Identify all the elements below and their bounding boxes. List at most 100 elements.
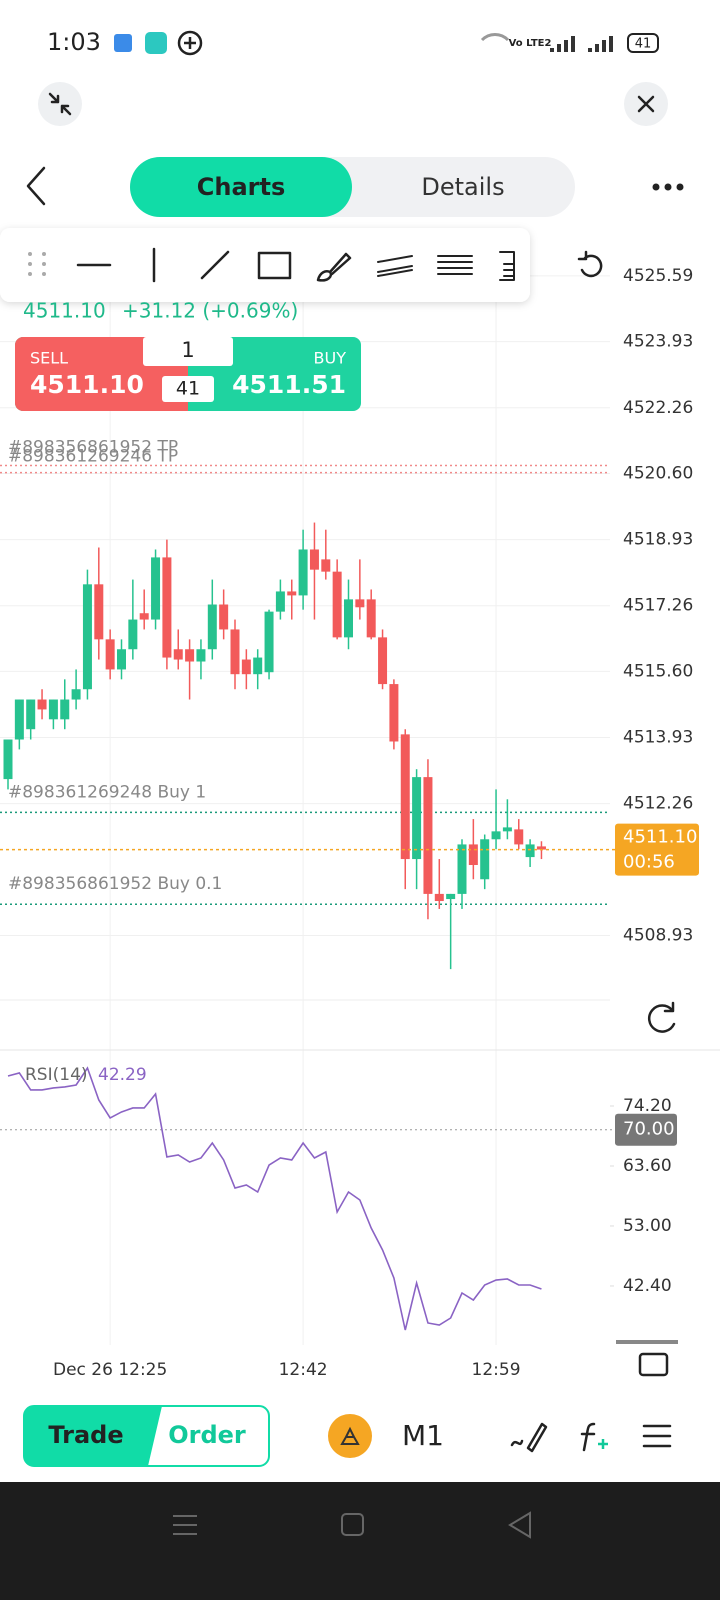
network-label: Vo LTE2	[509, 38, 552, 49]
candle-body	[423, 777, 433, 894]
battery-level: 41	[635, 37, 652, 52]
y-tick-label: 4508.93	[623, 925, 693, 945]
indicator-button[interactable]	[580, 1422, 596, 1452]
candle-body	[491, 831, 501, 840]
candle-body	[139, 613, 149, 620]
candle-body	[366, 599, 376, 638]
add-icon	[184, 37, 196, 49]
y-tick-label: 63.60	[623, 1156, 672, 1176]
candle-body	[196, 649, 206, 662]
sell-price: 4511.10	[30, 370, 144, 399]
y-tick-label: 4517.26	[623, 596, 693, 616]
candle-body	[26, 699, 36, 730]
candle-body	[468, 844, 478, 866]
candle-body	[434, 893, 444, 902]
tab-details[interactable]: Details	[421, 173, 504, 201]
volume-box[interactable]	[143, 337, 233, 366]
grid-layer	[0, 275, 614, 1345]
reset-button[interactable]	[647, 1001, 676, 1033]
order-label[interactable]: Order	[168, 1421, 246, 1449]
candle-body	[344, 599, 353, 638]
candle-body	[457, 844, 467, 894]
y-tick-label: 4512.26	[623, 794, 693, 814]
candle-body	[287, 591, 297, 596]
order-line-label: #898356861952 Buy 0.1	[8, 874, 222, 894]
candle-body	[207, 604, 217, 650]
order-line-label: #898361269246 TP	[8, 447, 178, 467]
candle-body	[355, 599, 365, 608]
candle-body	[128, 619, 138, 650]
candle-body	[14, 699, 24, 740]
trade-tab[interactable]	[24, 1406, 162, 1466]
y-tick-label: 4518.93	[623, 530, 693, 550]
add-icon	[177, 30, 203, 56]
candle-body	[94, 584, 104, 640]
nav-menu[interactable]	[173, 1515, 197, 1535]
candle-body	[264, 611, 274, 673]
x-tick-label: Dec 26 12:25	[53, 1360, 167, 1380]
toolbar-icons[interactable]	[28, 247, 515, 283]
candle-body	[446, 893, 456, 900]
candle-body	[241, 659, 251, 675]
candle-body	[151, 557, 161, 620]
back-button[interactable]	[26, 166, 46, 206]
candle-body	[253, 657, 263, 675]
x-tick-label: 12:59	[472, 1360, 521, 1380]
tab-charts[interactable]: Charts	[197, 173, 286, 201]
buy-label: BUY	[314, 349, 347, 368]
current-price-tag	[615, 823, 699, 876]
layout-button[interactable]	[638, 1352, 669, 1377]
draw-button[interactable]	[510, 1422, 548, 1453]
app-icon	[114, 34, 132, 52]
y-tick-label: 53.00	[623, 1216, 672, 1236]
candle-body	[71, 689, 81, 700]
x-tick-label: 12:42	[279, 1360, 328, 1380]
nav-back[interactable]	[508, 1511, 531, 1539]
candle-body	[536, 846, 546, 850]
more-button[interactable]	[652, 183, 684, 191]
indicator-value: 42.29	[98, 1065, 147, 1085]
redo-button[interactable]	[577, 250, 603, 278]
order-line-label: #898356861952 TP	[8, 438, 178, 458]
drawing-toolbar	[0, 228, 530, 302]
candle-body	[105, 639, 115, 670]
spread: 41	[176, 378, 200, 400]
wifi-icon	[480, 33, 510, 42]
candle-body	[162, 557, 172, 658]
candle-body	[321, 559, 331, 572]
plot-layer: #898356861952 TP#898361269246 TP #8983612…	[0, 438, 615, 1331]
candle-body	[400, 734, 410, 860]
candle-body	[332, 571, 342, 638]
candle-body	[117, 649, 126, 670]
candle-body	[3, 739, 13, 780]
tab-active[interactable]	[130, 157, 352, 217]
candle-body	[48, 699, 58, 720]
candle-body	[219, 604, 229, 630]
y-tick-label: 4515.60	[623, 661, 693, 681]
menu-button[interactable]	[642, 1424, 672, 1448]
minimize-button[interactable]	[38, 82, 82, 126]
minimize-icon	[48, 92, 72, 116]
candle-body	[309, 549, 319, 570]
trade-label[interactable]: Trade	[48, 1421, 123, 1449]
status-time: 1:03	[47, 28, 101, 56]
sell-label: SELL	[30, 349, 68, 368]
scroll-handle	[616, 1340, 678, 1344]
nav-home[interactable]	[341, 1513, 364, 1536]
candle-body	[378, 637, 388, 685]
rsi-line	[7, 1066, 542, 1331]
y-tick-label: 4523.93	[623, 332, 693, 352]
candle-body	[412, 777, 422, 860]
last-price: 4511.10	[23, 299, 106, 323]
volume[interactable]: 1	[181, 338, 194, 362]
level-label: 70.00	[623, 1119, 675, 1140]
candle-body	[37, 699, 47, 710]
timeframe[interactable]: M1	[402, 1419, 444, 1452]
candle-body	[230, 629, 240, 675]
close-icon	[637, 95, 655, 113]
nav-bar	[0, 1482, 720, 1600]
y-tick-label: 4522.26	[623, 398, 693, 418]
candle-body	[389, 684, 399, 742]
candle-body	[275, 591, 285, 612]
